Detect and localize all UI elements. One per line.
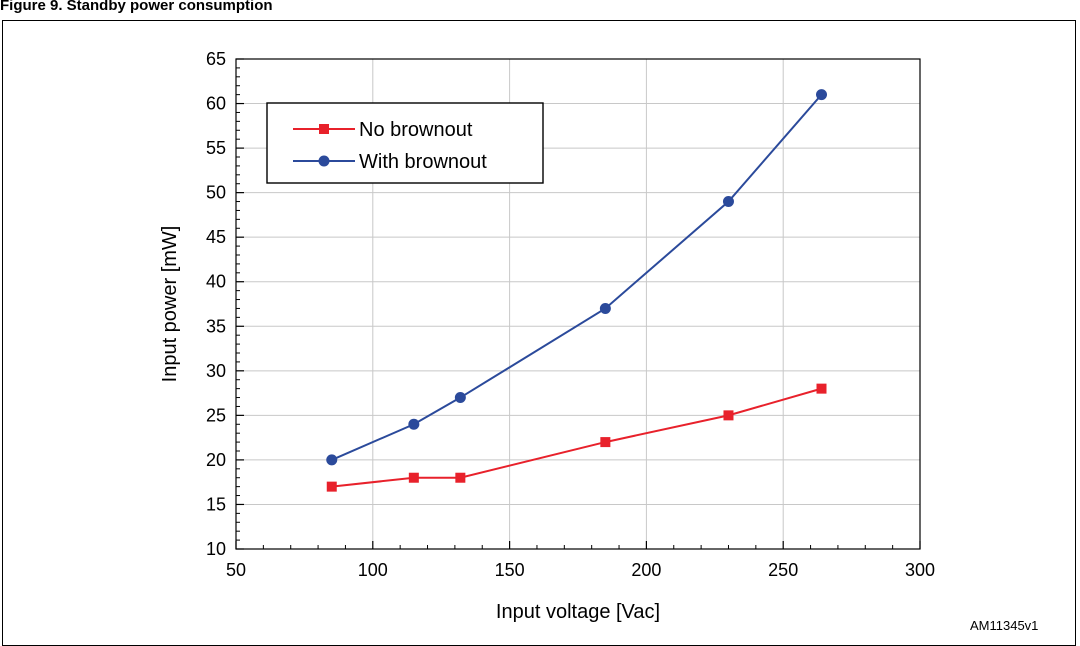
x-tick-label: 300 xyxy=(905,560,935,580)
data-point-with-brownout xyxy=(722,196,734,208)
data-point-no-brownout xyxy=(816,383,827,394)
y-tick-label: 25 xyxy=(206,405,226,425)
x-tick-label: 200 xyxy=(631,560,661,580)
figure-id-label: AM11345v1 xyxy=(970,618,1039,633)
x-tick-label: 150 xyxy=(495,560,525,580)
data-point-with-brownout xyxy=(454,392,466,404)
legend-label: No brownout xyxy=(359,119,473,141)
y-tick-label: 55 xyxy=(206,138,226,158)
data-point-no-brownout xyxy=(326,481,337,492)
y-axis-label: Input power [mW] xyxy=(159,226,181,383)
series-line-no-brownout xyxy=(331,387,822,488)
y-tick-label: 60 xyxy=(206,94,226,114)
x-tick-label: 250 xyxy=(768,560,798,580)
plot-area-border xyxy=(235,58,921,550)
y-tick-label: 65 xyxy=(206,49,226,69)
legend-marker xyxy=(319,124,329,134)
y-tick-label: 35 xyxy=(206,316,226,336)
legend: No brownout With brownout xyxy=(266,102,544,184)
data-point-with-brownout xyxy=(408,418,420,430)
x-axis-label: Input voltage [Vac] xyxy=(496,601,660,623)
y-tick-label: 15 xyxy=(206,494,226,514)
y-tick-label: 30 xyxy=(206,361,226,381)
legend-box xyxy=(266,102,544,184)
data-point-no-brownout xyxy=(600,437,611,448)
y-tick-label: 10 xyxy=(206,539,226,559)
series-layer xyxy=(326,89,828,492)
y-tick-label: 40 xyxy=(206,272,226,292)
data-point-no-brownout xyxy=(408,472,419,483)
data-point-no-brownout xyxy=(723,410,734,421)
series-line-with-brownout xyxy=(331,93,823,461)
y-tick-label: 50 xyxy=(206,183,226,203)
x-tick-label: 100 xyxy=(358,560,388,580)
data-point-no-brownout xyxy=(455,472,466,483)
legend-marker xyxy=(318,155,330,167)
data-point-with-brownout xyxy=(816,89,828,101)
figure-title: Figure 9. Standby power consumption xyxy=(0,0,273,14)
data-point-with-brownout xyxy=(599,302,611,314)
legend-label: With brownout xyxy=(359,151,487,173)
x-tick-label: 50 xyxy=(226,560,246,580)
y-tick-label: 20 xyxy=(206,450,226,470)
y-tick-label: 45 xyxy=(206,227,226,247)
axis-ticks: 50 100 150 200 250 300 10 15 20 25 30 35 40 45 50 55 60 6… xyxy=(206,49,935,580)
data-point-with-brownout xyxy=(326,454,338,466)
